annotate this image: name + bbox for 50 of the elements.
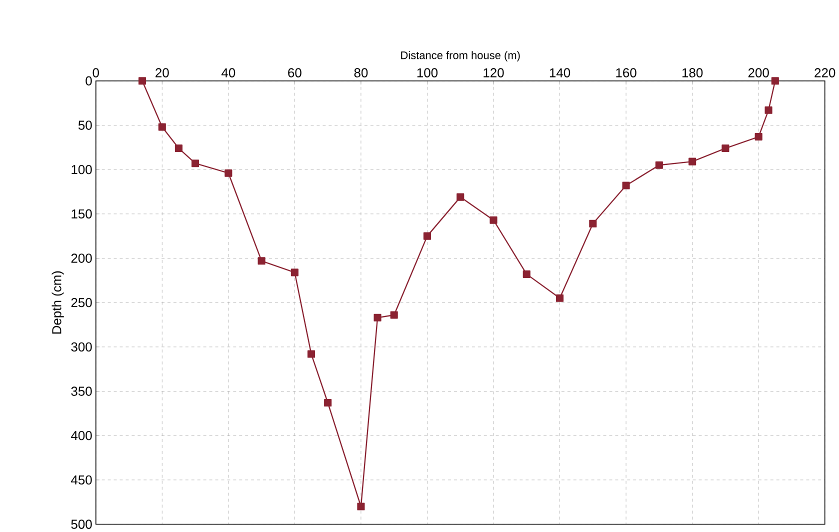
- y-tick-label: 50: [78, 120, 92, 130]
- point: [224, 169, 232, 177]
- point: [754, 132, 762, 140]
- y-tick-label: 0: [86, 76, 92, 86]
- point: [307, 350, 316, 358]
- point: [192, 159, 200, 168]
- point: [556, 294, 564, 302]
- y-tick-label: 500: [71, 520, 92, 529]
- point: [158, 123, 166, 131]
- x-tick-label: 60: [288, 68, 302, 78]
- point: [357, 502, 365, 510]
- point: [522, 270, 530, 278]
- y-tick-label: 450: [70, 475, 92, 484]
- x-tick-label: 180: [682, 68, 703, 78]
- y-tick-label: 350: [71, 386, 92, 396]
- point: [589, 220, 597, 228]
- point: [374, 314, 382, 322]
- point: [622, 182, 630, 190]
- point: [655, 161, 663, 169]
- x-tick-label: 160: [616, 68, 636, 78]
- y-tick-label: 200: [71, 254, 92, 263]
- x-tick-label: 20: [156, 68, 169, 78]
- point: [771, 77, 779, 85]
- x-axis-title: Distance from house (m): [401, 51, 520, 62]
- y-tick-label: 300: [71, 342, 92, 352]
- point: [390, 311, 398, 319]
- point: [490, 216, 498, 224]
- y-tick-label: 150: [72, 209, 92, 218]
- point: [290, 268, 298, 276]
- x-tick-label: 200: [748, 68, 769, 78]
- point: [174, 144, 182, 152]
- point: [722, 144, 730, 152]
- y-axis-title: Depth (cm): [52, 271, 64, 334]
- x-tick-label: 140: [550, 68, 570, 78]
- y-tick-label: 250: [71, 298, 92, 308]
- x-tick-label: 220: [814, 68, 836, 78]
- point: [258, 257, 266, 265]
- x-tick-label: 40: [221, 68, 236, 78]
- x-tick-label: 80: [354, 68, 368, 78]
- point: [764, 106, 772, 114]
- point: [456, 193, 464, 201]
- x-tick-label: 120: [484, 68, 504, 78]
- point: [324, 398, 332, 406]
- point: [423, 232, 432, 240]
- x-tick-label: 0: [92, 68, 99, 78]
- x-tick-label: 100: [417, 68, 438, 78]
- point: [138, 77, 146, 85]
- point: [688, 158, 696, 166]
- y-tick-label: 400: [70, 430, 92, 440]
- y-tick-label: 100: [72, 164, 92, 174]
